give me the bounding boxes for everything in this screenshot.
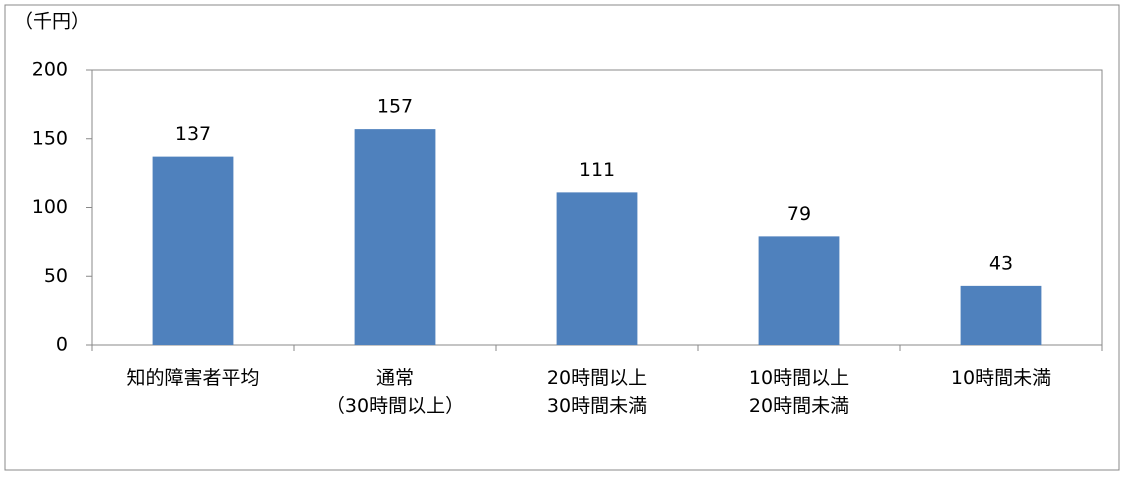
y-tick-label: 0 [56, 334, 68, 356]
x-tick-label: 知的障害者平均 [126, 367, 260, 389]
x-tick-label: 10時間未満 [950, 367, 1052, 389]
data-label: 43 [989, 252, 1013, 274]
bar [556, 192, 638, 345]
bar [152, 156, 234, 345]
bar [960, 285, 1042, 345]
y-tick-label: 100 [32, 196, 68, 218]
data-label: 79 [787, 203, 811, 225]
data-label: 111 [579, 159, 615, 181]
y-tick-label: 200 [32, 59, 68, 81]
data-label: 137 [175, 123, 211, 145]
y-axis-label: （千円） [14, 11, 90, 33]
chart-frame [4, 4, 1120, 471]
y-tick-label: 50 [44, 265, 68, 287]
x-tick-label: 通常 （30時間以上） [325, 367, 465, 417]
data-label: 157 [377, 96, 413, 118]
x-tick-label: 10時間以上 20時間未満 [748, 367, 850, 417]
bar [758, 236, 840, 345]
bar [354, 129, 436, 345]
y-tick-label: 150 [32, 127, 68, 149]
x-tick-label: 20時間以上 30時間未満 [546, 367, 648, 417]
